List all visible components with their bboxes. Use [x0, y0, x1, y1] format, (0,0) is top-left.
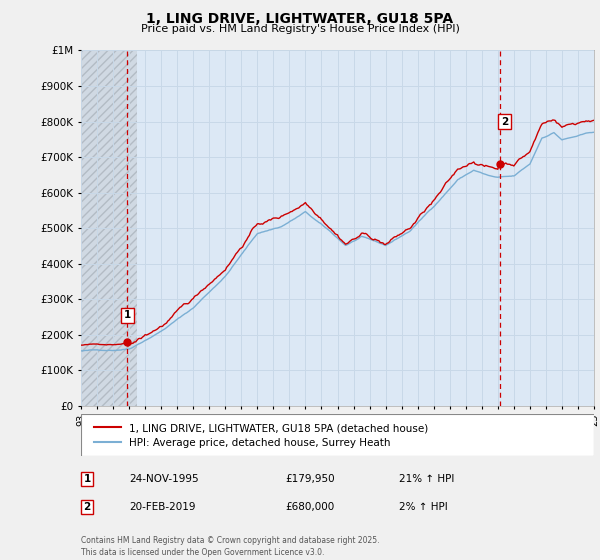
Text: £680,000: £680,000 [285, 502, 334, 512]
Text: 2% ↑ HPI: 2% ↑ HPI [399, 502, 448, 512]
Text: 21% ↑ HPI: 21% ↑ HPI [399, 474, 454, 484]
Text: £179,950: £179,950 [285, 474, 335, 484]
Text: 20-FEB-2019: 20-FEB-2019 [129, 502, 196, 512]
Bar [81, 50, 137, 406]
Text: 2: 2 [83, 502, 91, 512]
Text: 1, LING DRIVE, LIGHTWATER, GU18 5PA: 1, LING DRIVE, LIGHTWATER, GU18 5PA [146, 12, 454, 26]
Legend: 1, LING DRIVE, LIGHTWATER, GU18 5PA (detached house), HPI: Average price, detach: 1, LING DRIVE, LIGHTWATER, GU18 5PA (det… [91, 420, 431, 451]
Text: 1: 1 [124, 310, 131, 320]
Text: 1: 1 [83, 474, 91, 484]
Text: Contains HM Land Registry data © Crown copyright and database right 2025.
This d: Contains HM Land Registry data © Crown c… [81, 536, 380, 557]
Text: 24-NOV-1995: 24-NOV-1995 [129, 474, 199, 484]
Text: Price paid vs. HM Land Registry's House Price Index (HPI): Price paid vs. HM Land Registry's House … [140, 24, 460, 34]
Text: 2: 2 [501, 116, 508, 127]
